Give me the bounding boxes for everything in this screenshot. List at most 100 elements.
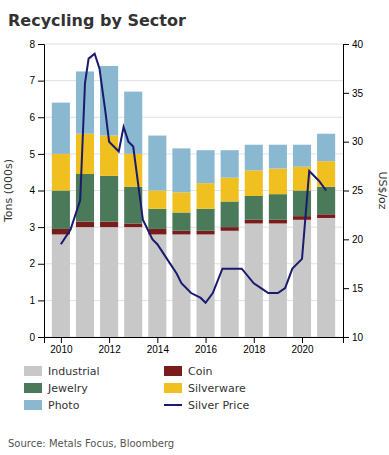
- tick-mark: [254, 337, 255, 343]
- bar: [148, 234, 166, 337]
- tick: 2010: [50, 337, 73, 355]
- tick-label: 0: [29, 332, 35, 343]
- tick: 2020: [291, 337, 314, 355]
- y-axis-title: Tons (000s): [2, 159, 15, 223]
- legend-label: Silver Price: [188, 399, 249, 412]
- tick: 2014: [147, 337, 170, 355]
- tick: 2018: [243, 337, 266, 355]
- legend-item: Silver Price: [164, 399, 249, 412]
- tick-label: 2: [29, 258, 35, 269]
- tick: 40: [343, 39, 364, 50]
- bar: [148, 229, 166, 234]
- bar: [124, 223, 142, 227]
- tick-mark: [38, 117, 44, 118]
- legend-label: Industrial: [48, 365, 100, 378]
- tick: 5: [29, 149, 44, 160]
- bar: [124, 154, 142, 187]
- bar: [124, 92, 142, 154]
- bar: [172, 148, 190, 192]
- bar: [221, 178, 239, 202]
- bar: [197, 150, 215, 183]
- bar: [269, 220, 287, 224]
- legend: Industrial Coin Jewelry Silverware Photo Silv…: [24, 365, 249, 412]
- legend-swatch: [24, 383, 42, 393]
- legend-swatch: [164, 383, 182, 393]
- tick-mark: [38, 227, 44, 228]
- bar: [148, 209, 166, 229]
- line: [61, 54, 326, 303]
- tick: 2: [29, 258, 44, 269]
- bar: [52, 103, 70, 154]
- tick-mark: [38, 300, 44, 301]
- tick-mark: [343, 44, 349, 45]
- tick: 2012: [98, 337, 121, 355]
- tick-label: 2014: [147, 344, 170, 355]
- bar: [245, 196, 263, 220]
- tick-mark: [343, 337, 349, 338]
- legend-swatch: [164, 366, 182, 376]
- tick-label: 6: [29, 112, 35, 123]
- bar: [100, 66, 118, 136]
- legend-item: Photo: [24, 399, 80, 412]
- tick-label: 2010: [50, 344, 73, 355]
- bar: [269, 145, 287, 169]
- tick: 3: [29, 222, 44, 233]
- tick: 8: [29, 39, 44, 50]
- tick-label: 7: [29, 75, 35, 86]
- bar: [221, 227, 239, 231]
- legend-item: Jewelry: [24, 382, 88, 395]
- bar: [293, 216, 311, 220]
- bar: [269, 169, 287, 195]
- legend-label: Jewelry: [47, 382, 88, 395]
- bar: [197, 183, 215, 209]
- grid: [44, 44, 343, 337]
- tick: 35: [343, 88, 364, 99]
- bar: [52, 154, 70, 191]
- axis-line: [38, 45, 45, 338]
- bar: [317, 218, 335, 337]
- bar: [245, 223, 263, 337]
- bar: [269, 223, 287, 337]
- bar: [269, 194, 287, 220]
- tick-label: 8: [29, 39, 35, 50]
- bar: [148, 191, 166, 209]
- bar: [317, 214, 335, 218]
- axis-line: [344, 45, 350, 338]
- tick: 30: [343, 136, 364, 147]
- legend-label: Silverware: [188, 382, 246, 395]
- bar: [100, 227, 118, 337]
- y2-axis: 10152025303540: [343, 39, 364, 343]
- legend-item: Industrial: [24, 365, 100, 378]
- tick: 2016: [195, 337, 218, 355]
- bar: [221, 201, 239, 227]
- plot-area: [52, 54, 335, 337]
- tick: 10: [343, 332, 364, 343]
- grid-line: [44, 44, 343, 45]
- tick-label: 15: [352, 283, 364, 294]
- tick-label: 2016: [195, 344, 218, 355]
- tick-mark: [206, 337, 207, 343]
- bar: [245, 220, 263, 224]
- legend-item: Coin: [164, 365, 212, 378]
- tick: 15: [343, 283, 364, 294]
- tick-mark: [61, 337, 62, 343]
- legend-item: Silverware: [164, 382, 246, 395]
- tick-label: 30: [352, 136, 364, 147]
- bar: [221, 231, 239, 337]
- tick-label: 40: [352, 39, 364, 50]
- tick-label: 35: [352, 88, 364, 99]
- bar: [100, 222, 118, 227]
- bar: [293, 220, 311, 337]
- tick-mark: [302, 337, 303, 343]
- legend-swatch: [24, 366, 42, 376]
- source: Source: Metals Focus, Bloomberg: [8, 438, 174, 449]
- bar-series: [52, 214, 335, 234]
- tick-label: 2012: [98, 344, 121, 355]
- chart: 2010201220142016201820200123456781015202…: [0, 0, 389, 455]
- legend-swatch: [164, 404, 182, 406]
- tick-mark: [343, 142, 349, 143]
- tick-mark: [38, 337, 44, 338]
- bar: [76, 134, 94, 174]
- bar: [293, 145, 311, 167]
- tick: 6: [29, 112, 44, 123]
